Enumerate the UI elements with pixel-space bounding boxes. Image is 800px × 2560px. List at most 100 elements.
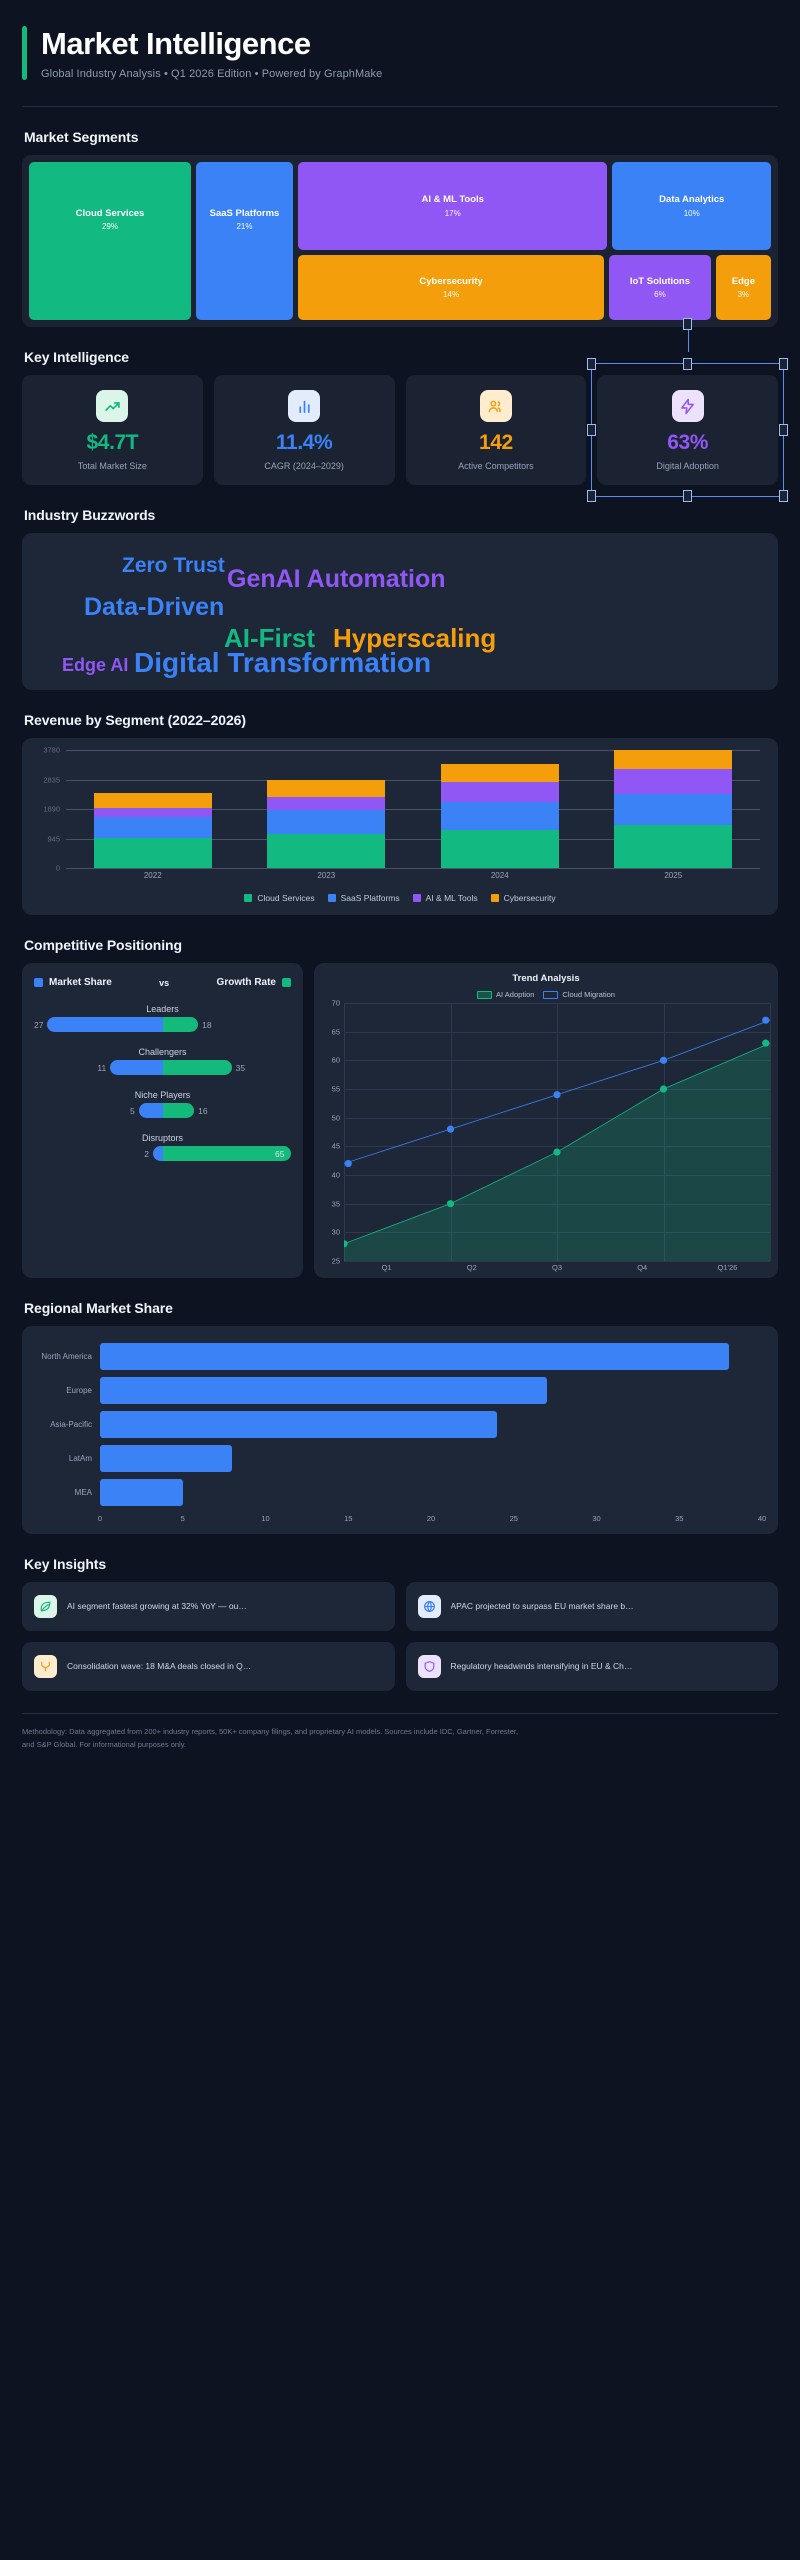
treemap-chart: Cloud Services 29% SaaS Platforms 21% AI… (29, 162, 771, 320)
legend-item-saas-platforms[interactable]: SaaS Platforms (327, 893, 400, 903)
x-tick: Q1'26 (717, 1263, 738, 1272)
insight-card-consolidation[interactable]: Consolidation wave: 18 M&A deals closed … (22, 1642, 395, 1691)
regional-x-axis: 0 5 10 15 20 25 30 35 40 (98, 1514, 766, 1528)
legend-item-cloud-services[interactable]: Cloud Services (244, 893, 315, 903)
butterfly-row-leaders[interactable]: Leaders 27 18 (34, 1004, 291, 1032)
treemap-label: AI & ML Tools (421, 194, 484, 206)
regional-row-europe[interactable]: Europe (38, 1374, 762, 1407)
butterfly-left-value: 2 (144, 1148, 149, 1159)
legend-swatch (282, 978, 291, 987)
trend-x-axis: Q1 Q2 Q3 Q4 Q1'26 (344, 1263, 770, 1272)
word-cloud-item[interactable]: Hyperscaling (333, 623, 497, 653)
dashboard-page: Market Intelligence Global Industry Anal… (22, 0, 788, 1749)
selection-handle-sw[interactable] (587, 490, 597, 502)
regional-label: LatAm (68, 1454, 92, 1463)
word-cloud: Zero Trust GenAI Automation Data-Driven … (22, 533, 778, 690)
treemap-cell-saas-platforms[interactable]: SaaS Platforms 21% (196, 162, 293, 320)
butterfly-right-value: 16 (198, 1105, 208, 1116)
legend-label: Market Share (49, 977, 112, 988)
treemap-cell-cloud-services[interactable]: Cloud Services 29% (29, 162, 191, 320)
regional-row-mea[interactable]: MEA (38, 1476, 762, 1509)
butterfly-row-disruptors[interactable]: Disruptors 2 65 (34, 1133, 291, 1161)
treemap-value: 21% (236, 222, 253, 232)
legend-item-ai-ml-tools[interactable]: AI & ML Tools (412, 893, 478, 903)
x-tick: 2024 (490, 871, 509, 880)
section-title-insights: Key Insights (24, 1556, 107, 1572)
legend-label: AI Adoption (496, 990, 535, 999)
treemap-cell-ai-ml-tools[interactable]: AI & ML Tools 17% (298, 162, 608, 250)
selection-handle-w[interactable] (587, 424, 597, 436)
butterfly-right-value: 18 (202, 1019, 212, 1030)
legend-item-ai-adoption[interactable]: AI Adoption (477, 990, 534, 999)
y-tick: 55 (331, 1084, 340, 1094)
bar-group-2025[interactable] (587, 749, 761, 868)
x-tick: 2025 (664, 871, 683, 880)
treemap-cell-cybersecurity[interactable]: Cybersecurity 14% (298, 255, 605, 320)
bar-group-2023[interactable] (240, 779, 414, 868)
insight-card-apac[interactable]: APAC projected to surpass EU market shar… (405, 1582, 778, 1631)
legend-swatch (327, 894, 336, 902)
kpi-card-cagr[interactable]: 11.4% CAGR (2024–2029) (213, 375, 395, 485)
y-tick: 35 (331, 1199, 340, 1209)
kpi-row: $4.7T Total Market Size 11.4% CAGR (2024… (22, 318, 788, 502)
regional-row-north-america[interactable]: North America (38, 1340, 762, 1373)
trend-legend: AI Adoption Cloud Migration (322, 990, 770, 999)
selection-handle-s[interactable] (682, 490, 692, 502)
x-tick: 2023 (317, 871, 336, 880)
section-title-segments: Market Segments (24, 129, 139, 145)
insight-text: Consolidation wave: 18 M&A deals closed … (67, 1660, 252, 1671)
bar-group-2024[interactable] (413, 764, 587, 868)
x-tick: Q4 (637, 1263, 648, 1272)
selection-rotate-stem (687, 324, 689, 352)
word-cloud-item[interactable]: AI-First (224, 623, 315, 653)
butterfly-row-niche-players[interactable]: Niche Players 5 16 (34, 1090, 291, 1118)
regional-row-latam[interactable]: LatAm (38, 1442, 762, 1475)
kpi-label: CAGR (2024–2029) (264, 461, 344, 471)
treemap-cell-iot-solutions[interactable]: IoT Solutions 6% (609, 255, 711, 320)
butterfly-left-value: 11 (97, 1062, 107, 1073)
word-cloud-item[interactable]: Zero Trust (122, 554, 225, 577)
insight-text: APAC projected to surpass EU market shar… (450, 1600, 634, 1611)
y-tick: 2835 (43, 775, 60, 784)
selection-handle-se[interactable] (779, 490, 788, 502)
legend-label: Cloud Migration (562, 990, 615, 999)
butterfly-row-challengers[interactable]: Challengers 11 35 (34, 1047, 291, 1075)
word-cloud-item[interactable]: Digital Transformation (134, 647, 432, 678)
section-title-competitive: Competitive Positioning (24, 937, 182, 953)
trending-up-icon (96, 390, 129, 422)
selection-handle-ne[interactable] (779, 358, 788, 370)
y-tick: 1890 (43, 804, 60, 814)
section-title-intelligence: Key Intelligence (24, 349, 129, 365)
header-divider (22, 106, 778, 107)
word-cloud-item[interactable]: Data-Driven (84, 593, 225, 621)
footer-line-1: Methodology: Data aggregated from 200+ i… (22, 1727, 519, 1736)
bar-group-2022[interactable] (66, 792, 240, 868)
x-tick: Q1 (381, 1263, 392, 1272)
kpi-card-digital-adoption[interactable]: 63% Digital Adoption (587, 318, 788, 502)
x-tick: 20 (426, 1514, 436, 1523)
y-tick: 3780 (43, 745, 60, 755)
treemap-cell-data-analytics[interactable]: Data Analytics 10% (612, 162, 771, 250)
y-tick: 40 (331, 1170, 340, 1180)
legend-label: Growth Rate (216, 977, 276, 988)
insight-card-regulatory[interactable]: Regulatory headwinds intensifying in EU … (405, 1642, 778, 1691)
legend-item-cloud-migration[interactable]: Cloud Migration (543, 990, 615, 999)
regional-row-asia-pacific[interactable]: Asia-Pacific (38, 1408, 762, 1441)
stacked-bar-x-axis: 2022 2023 2024 2025 (66, 871, 760, 880)
selection-frame (587, 318, 788, 502)
kpi-value: $4.7T (86, 431, 139, 454)
page-header: Market Intelligence Global Industry Anal… (22, 0, 778, 96)
legend-item-cybersecurity[interactable]: Cybersecurity (490, 893, 556, 903)
treemap-cell-edge[interactable]: Edge 3% (715, 255, 771, 320)
insight-card-ai-segment[interactable]: AI segment fastest growing at 32% YoY — … (22, 1582, 395, 1631)
y-tick: 945 (47, 834, 60, 843)
kpi-card-total-market-size[interactable]: $4.7T Total Market Size (22, 375, 203, 485)
word-cloud-item[interactable]: GenAI Automation (227, 565, 446, 593)
kpi-card-active-competitors[interactable]: 142 Active Competitors (405, 375, 587, 485)
word-cloud-item[interactable]: Edge AI (62, 655, 129, 675)
bar-chart-icon (288, 390, 321, 422)
selection-handle-e[interactable] (779, 424, 788, 436)
x-tick: 35 (675, 1514, 684, 1523)
header-text-block: Market Intelligence Global Industry Anal… (41, 26, 382, 80)
bolt-icon (671, 390, 704, 422)
